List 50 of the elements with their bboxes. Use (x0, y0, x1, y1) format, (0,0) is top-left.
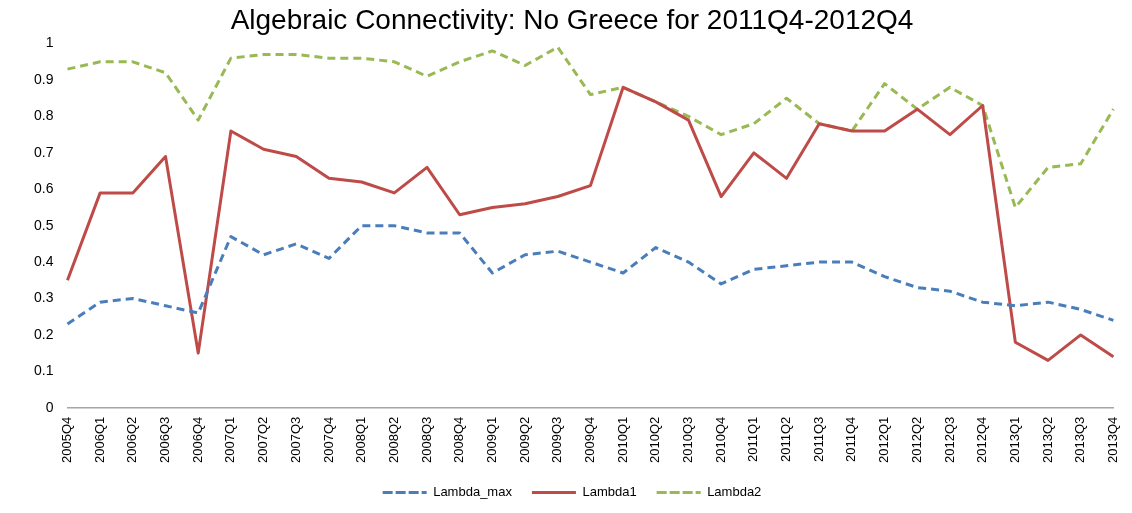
x-tick-label: 2007Q2 (255, 416, 271, 463)
legend-label: Lambda_max (433, 484, 513, 500)
x-tick-label: 2012Q3 (941, 416, 957, 463)
x-tick-label: 2006Q3 (157, 416, 173, 463)
x-tick-label: 2008Q3 (418, 416, 434, 463)
x-tick-label: 2010Q1 (614, 416, 630, 463)
chart-title: Algebraic Connectivity: No Greece for 2011Q4-2012Q4 (230, 3, 914, 35)
x-tick-label: 2009Q3 (549, 416, 565, 463)
y-tick-label: 0.9 (33, 70, 54, 87)
x-tick-label: 2013Q2 (1039, 416, 1055, 463)
x-tick-label: 2013Q4 (1104, 416, 1120, 463)
x-tick-label: 2005Q4 (59, 416, 75, 463)
x-tick-label: 2009Q2 (516, 416, 532, 463)
x-tick-label: 2008Q4 (451, 416, 467, 463)
x-tick-label: 2007Q1 (222, 416, 238, 463)
legend-label: Lambda2 (707, 484, 762, 500)
y-tick-label: 0.8 (33, 107, 54, 124)
line-series (65, 45, 1115, 209)
x-tick-label: 2011Q4 (843, 416, 859, 463)
x-tick-label: 2006Q2 (124, 416, 140, 463)
x-tick-label: 2011Q2 (778, 416, 794, 463)
x-tick-label: 2007Q3 (287, 416, 303, 463)
x-tick-label: 2012Q2 (908, 416, 924, 463)
x-tick-label: 2012Q4 (974, 416, 990, 463)
y-tick-label: 0 (45, 398, 54, 415)
x-tick-label: 2009Q4 (582, 416, 598, 463)
x-tick-label: 2007Q4 (320, 416, 336, 463)
x-tick-label: 2008Q1 (353, 416, 369, 463)
x-tick-label: 2012Q1 (876, 416, 892, 463)
y-tick-label: 0.2 (33, 325, 54, 342)
x-tick-label: 2011Q1 (745, 416, 761, 463)
x-tick-label: 2009Q1 (483, 416, 499, 463)
line-series (65, 224, 1115, 326)
x-tick-label: 2006Q1 (91, 416, 107, 463)
x-tick-label: 2008Q2 (385, 416, 401, 463)
y-tick-label: 0.4 (33, 252, 54, 269)
x-tick-label: 2010Q4 (712, 416, 728, 463)
legend-label: Lambda1 (582, 484, 637, 500)
y-tick-label: 0.7 (33, 143, 54, 160)
x-tick-label: 2011Q3 (810, 416, 826, 463)
y-tick-label: 1 (45, 34, 54, 51)
x-tick-label: 2013Q3 (1072, 416, 1088, 463)
y-tick-label: 0.1 (33, 362, 54, 379)
x-tick-label: 2006Q4 (189, 416, 205, 463)
y-tick-label: 0.6 (33, 180, 54, 197)
x-tick-label: 2013Q1 (1006, 416, 1022, 463)
x-tick-label: 2010Q2 (647, 416, 663, 463)
x-tick-label: 2010Q3 (680, 416, 696, 463)
y-tick-label: 0.3 (33, 289, 54, 306)
y-tick-label: 0.5 (33, 216, 54, 233)
